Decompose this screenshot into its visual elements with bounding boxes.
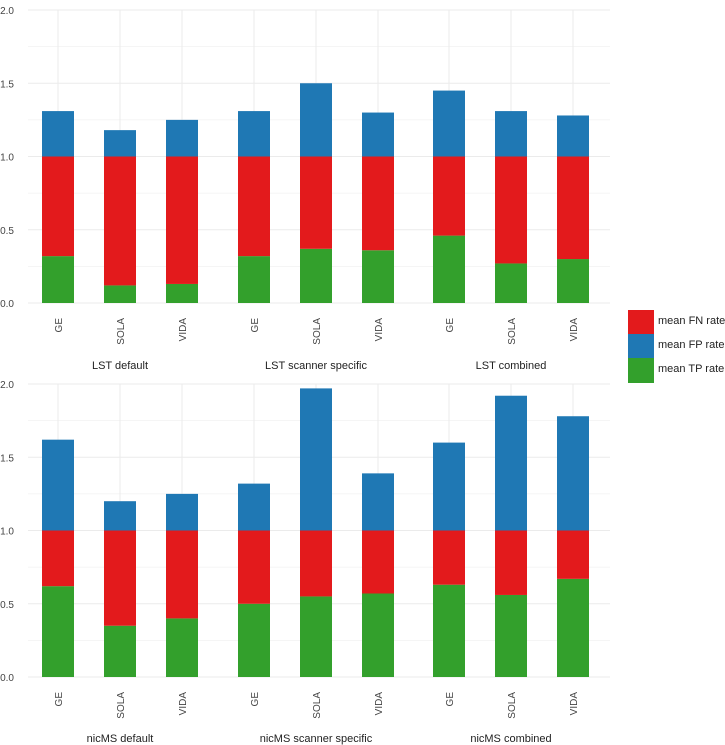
legend-label-fp: mean FP rate <box>658 339 725 351</box>
bar-fp-lst-default-ge <box>42 111 74 157</box>
panel2-y-tick-label: 0.0 <box>0 673 14 684</box>
bar-fn-lst-scanner-specific-sola <box>300 156 332 249</box>
legend-label-tp: mean TP rate <box>658 363 725 375</box>
legend-item-tp: mean TP rate <box>628 358 725 383</box>
panel2-group-label: nicMS scanner specific <box>260 733 373 745</box>
bar-tp-nicms-combined-vida <box>557 578 589 677</box>
bar-tp-lst-scanner-specific-vida <box>362 250 394 303</box>
bar-fn-nicms-default-ge <box>42 530 74 587</box>
bar-fn-lst-scanner-specific-ge <box>238 156 270 257</box>
bar-tp-lst-combined-sola <box>495 263 527 303</box>
bar-tp-lst-default-sola <box>104 285 136 303</box>
bar-fp-lst-combined-ge <box>433 90 465 157</box>
bar-fp-nicms-scanner-specific-sola <box>300 388 332 531</box>
bar-fp-lst-scanner-specific-ge <box>238 111 270 157</box>
legend-swatch-fp <box>628 334 654 359</box>
bar-tp-nicms-default-sola <box>104 625 136 677</box>
panel2-group-label: nicMS combined <box>470 733 551 745</box>
bar-fn-nicms-default-sola <box>104 530 136 626</box>
bar-fp-nicms-scanner-specific-vida <box>362 473 394 531</box>
panel2-category-label: SOLA <box>312 692 323 719</box>
bar-fn-lst-combined-ge <box>433 156 465 236</box>
bar-tp-nicms-default-vida <box>166 618 198 677</box>
bar-fp-nicms-combined-sola <box>495 395 527 531</box>
bar-tp-lst-combined-vida <box>557 259 589 303</box>
legend-item-fn: mean FN rate <box>628 310 725 335</box>
bar-fn-lst-combined-sola <box>495 156 527 264</box>
panel2-category-label: VIDA <box>569 692 580 716</box>
panel1-y-tick-label: 0.0 <box>0 299 14 310</box>
bar-tp-lst-scanner-specific-sola <box>300 248 332 303</box>
panel2-category-label: GE <box>445 692 456 707</box>
bar-fn-nicms-combined-sola <box>495 530 527 595</box>
panel2-category-label: VIDA <box>374 692 385 716</box>
legend: mean FN rate mean FP rate mean TP rate <box>628 310 725 383</box>
panel2-category-label: SOLA <box>507 692 518 719</box>
bar-tp-lst-default-vida <box>166 283 198 303</box>
panel2-y-tick-label: 0.5 <box>0 600 14 611</box>
bar-fp-lst-scanner-specific-vida <box>362 112 394 157</box>
bar-fn-lst-default-ge <box>42 156 74 257</box>
bar-fn-nicms-combined-vida <box>557 530 589 579</box>
bar-fp-lst-scanner-specific-sola <box>300 83 332 157</box>
bar-fp-lst-combined-sola <box>495 111 527 157</box>
bar-fn-lst-default-vida <box>166 156 198 284</box>
bar-fp-lst-default-vida <box>166 119 198 157</box>
bar-tp-lst-scanner-specific-ge <box>238 256 270 303</box>
panel2-y-tick-label: 1.5 <box>0 453 14 464</box>
bar-fp-nicms-scanner-specific-ge <box>238 483 270 531</box>
bar-fn-nicms-default-vida <box>166 530 198 619</box>
bar-fp-lst-combined-vida <box>557 115 589 157</box>
panel2-category-label: GE <box>54 692 65 707</box>
bar-fp-nicms-combined-ge <box>433 442 465 531</box>
panel1-category-label: GE <box>250 318 261 333</box>
panel1-y-tick-label: 1.0 <box>0 153 14 164</box>
bar-tp-nicms-combined-ge <box>433 584 465 677</box>
panel1-category-label: SOLA <box>507 318 518 345</box>
panel2-category-label: VIDA <box>178 692 189 716</box>
bar-fp-nicms-default-ge <box>42 439 74 531</box>
panel1-category-label: GE <box>445 318 456 333</box>
panel1-group-label: LST scanner specific <box>265 360 367 372</box>
panel2-y-tick-label: 1.0 <box>0 527 14 538</box>
bar-tp-nicms-combined-sola <box>495 594 527 677</box>
bar-tp-nicms-scanner-specific-vida <box>362 593 394 677</box>
bar-tp-lst-combined-ge <box>433 235 465 303</box>
panel2-category-label: GE <box>250 692 261 707</box>
legend-label-fn: mean FN rate <box>658 315 725 327</box>
bar-fn-nicms-scanner-specific-vida <box>362 530 394 594</box>
panel1-category-label: SOLA <box>312 318 323 345</box>
bar-fn-lst-default-sola <box>104 156 136 286</box>
panel1-category-label: SOLA <box>116 318 127 345</box>
panel1-y-tick-label: 2.0 <box>0 6 14 17</box>
panel2-category-label: SOLA <box>116 692 127 719</box>
bar-tp-nicms-scanner-specific-sola <box>300 596 332 677</box>
bar-tp-nicms-scanner-specific-ge <box>238 603 270 677</box>
bar-fn-nicms-scanner-specific-ge <box>238 530 270 604</box>
legend-item-fp: mean FP rate <box>628 334 725 359</box>
panel1-y-tick-label: 0.5 <box>0 226 14 237</box>
bar-fn-nicms-combined-ge <box>433 530 465 585</box>
bar-fn-nicms-scanner-specific-sola <box>300 530 332 597</box>
bar-fp-nicms-default-vida <box>166 493 198 531</box>
panel1-y-tick-label: 1.5 <box>0 79 14 90</box>
legend-swatch-tp <box>628 358 654 383</box>
bar-fp-lst-default-sola <box>104 130 136 157</box>
bar-fn-lst-combined-vida <box>557 156 589 260</box>
panel1-category-label: VIDA <box>374 318 385 342</box>
panel1-category-label: GE <box>54 318 65 333</box>
panel1-category-label: VIDA <box>569 318 580 342</box>
bar-fp-nicms-combined-vida <box>557 416 589 531</box>
bar-tp-lst-default-ge <box>42 256 74 303</box>
panel1-group-label: LST combined <box>476 360 547 372</box>
bar-tp-nicms-default-ge <box>42 586 74 677</box>
legend-swatch-fn <box>628 310 654 335</box>
bar-fn-lst-scanner-specific-vida <box>362 156 394 251</box>
panel1-category-label: VIDA <box>178 318 189 342</box>
bar-fp-nicms-default-sola <box>104 501 136 531</box>
panel2-group-label: nicMS default <box>87 733 154 745</box>
panel2-y-tick-label: 2.0 <box>0 380 14 391</box>
panel1-group-label: LST default <box>92 360 148 372</box>
